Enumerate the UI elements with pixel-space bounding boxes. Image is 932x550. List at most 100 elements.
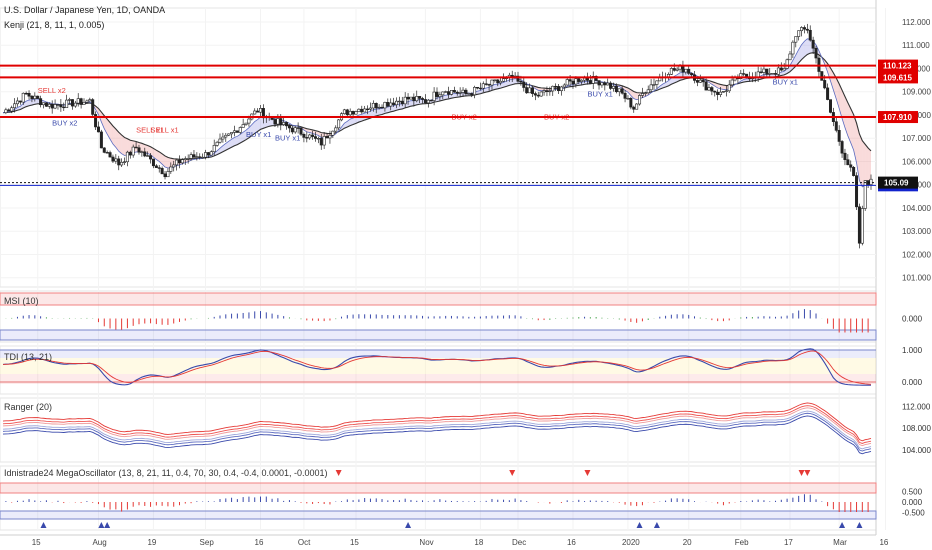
- candle-body: [305, 137, 309, 139]
- candle-body: [227, 133, 231, 136]
- cloud-segment: [781, 71, 785, 76]
- candle-body: [273, 119, 277, 125]
- ranger-tick: 108.000: [902, 424, 931, 433]
- price-tick-label: 101.000: [902, 274, 931, 283]
- candle-body: [279, 118, 283, 125]
- candle-body: [580, 79, 584, 82]
- candle-body: [131, 146, 135, 156]
- cloud-segment: [107, 119, 111, 140]
- candle-body: [496, 79, 500, 84]
- cloud-segment: [31, 98, 35, 106]
- candle-body: [626, 98, 630, 100]
- cloud-segment: [723, 85, 727, 90]
- candle-body: [797, 30, 801, 37]
- candle-body: [163, 173, 167, 178]
- cloud-segment: [382, 107, 385, 115]
- candle-body: [206, 152, 210, 156]
- candle-body: [76, 98, 80, 104]
- candle-body: [96, 126, 100, 133]
- candle-body: [105, 152, 109, 154]
- candle-body: [421, 98, 425, 100]
- cloud-segment: [494, 84, 498, 90]
- level-label: 107.910: [883, 113, 912, 122]
- candle-body: [120, 161, 124, 166]
- ranger-title: Ranger (20): [4, 402, 53, 412]
- candle-body: [438, 94, 442, 97]
- candle-body: [646, 89, 650, 94]
- candle-body: [253, 110, 257, 115]
- candle-body: [15, 100, 19, 105]
- last-price-label: 105.09: [884, 179, 909, 188]
- candle-body: [713, 90, 717, 93]
- candle-body: [600, 82, 604, 86]
- cloud-segment: [370, 109, 374, 119]
- ranger-band-line: [2, 407, 872, 447]
- osc-tick: 0.000: [902, 498, 923, 507]
- candle-body: [545, 90, 549, 92]
- cloud-segment: [127, 138, 131, 155]
- ranger-band-line: [2, 402, 872, 442]
- candle-body: [154, 165, 158, 168]
- candle-body: [551, 85, 555, 92]
- candle-body: [259, 108, 263, 113]
- candle-body: [82, 102, 86, 105]
- candle-body: [125, 151, 129, 163]
- cloud-segment: [350, 118, 354, 126]
- candle-body: [863, 180, 867, 209]
- candle-body: [357, 108, 361, 112]
- signal-label: SELL x1: [151, 125, 179, 134]
- candle-body: [409, 96, 413, 100]
- cloud-segment: [266, 116, 270, 128]
- price-tick-label: 102.000: [902, 250, 931, 259]
- osc-sell-marker: [584, 470, 591, 476]
- level-tag: [878, 71, 918, 84]
- candle-body: [525, 87, 529, 94]
- candle-body: [548, 90, 552, 93]
- cloud-segment: [373, 109, 377, 117]
- msi-title: MSI (10): [4, 296, 39, 306]
- cloud-segment: [353, 116, 356, 125]
- cloud-segment: [393, 104, 397, 112]
- candle-body: [313, 136, 317, 139]
- candle-body: [823, 80, 827, 89]
- tdi-line: [2, 348, 872, 386]
- candle-body: [56, 104, 60, 106]
- candle-body: [157, 167, 161, 169]
- osc-bars: [5, 494, 869, 512]
- candle-body: [334, 127, 338, 132]
- candle-body: [860, 208, 864, 244]
- cloud-segment: [787, 65, 790, 74]
- cloud-segment: [167, 157, 171, 168]
- candle-body: [687, 68, 691, 74]
- cloud-segment: [842, 90, 845, 128]
- candle-body: [855, 175, 859, 208]
- candle-body: [201, 156, 205, 159]
- candle-body: [374, 102, 378, 109]
- candle-body: [91, 99, 95, 115]
- candle-body: [533, 93, 537, 96]
- candle-body: [73, 102, 77, 107]
- candle-body: [452, 90, 456, 93]
- candle-body: [319, 137, 323, 146]
- candle-body: [204, 152, 208, 158]
- candle-body: [493, 79, 497, 81]
- candles: [4, 23, 873, 249]
- candle-body: [111, 156, 115, 162]
- osc-sell-marker: [798, 470, 805, 476]
- ranger-band-line: [2, 412, 872, 452]
- cloud-segment: [833, 72, 837, 100]
- candle-body: [85, 100, 89, 103]
- cloud-segment: [630, 89, 634, 99]
- candle-body: [655, 80, 659, 85]
- candle-body: [394, 100, 398, 106]
- candle-body: [368, 107, 372, 110]
- candle-body: [730, 79, 734, 86]
- candle-body: [594, 76, 598, 81]
- candle-body: [470, 93, 474, 96]
- candle-body: [13, 103, 17, 109]
- cloud-segment: [419, 99, 423, 105]
- candle-body: [574, 78, 578, 85]
- candle-body: [366, 108, 370, 111]
- candle-body: [282, 122, 286, 125]
- candle-body: [522, 81, 526, 88]
